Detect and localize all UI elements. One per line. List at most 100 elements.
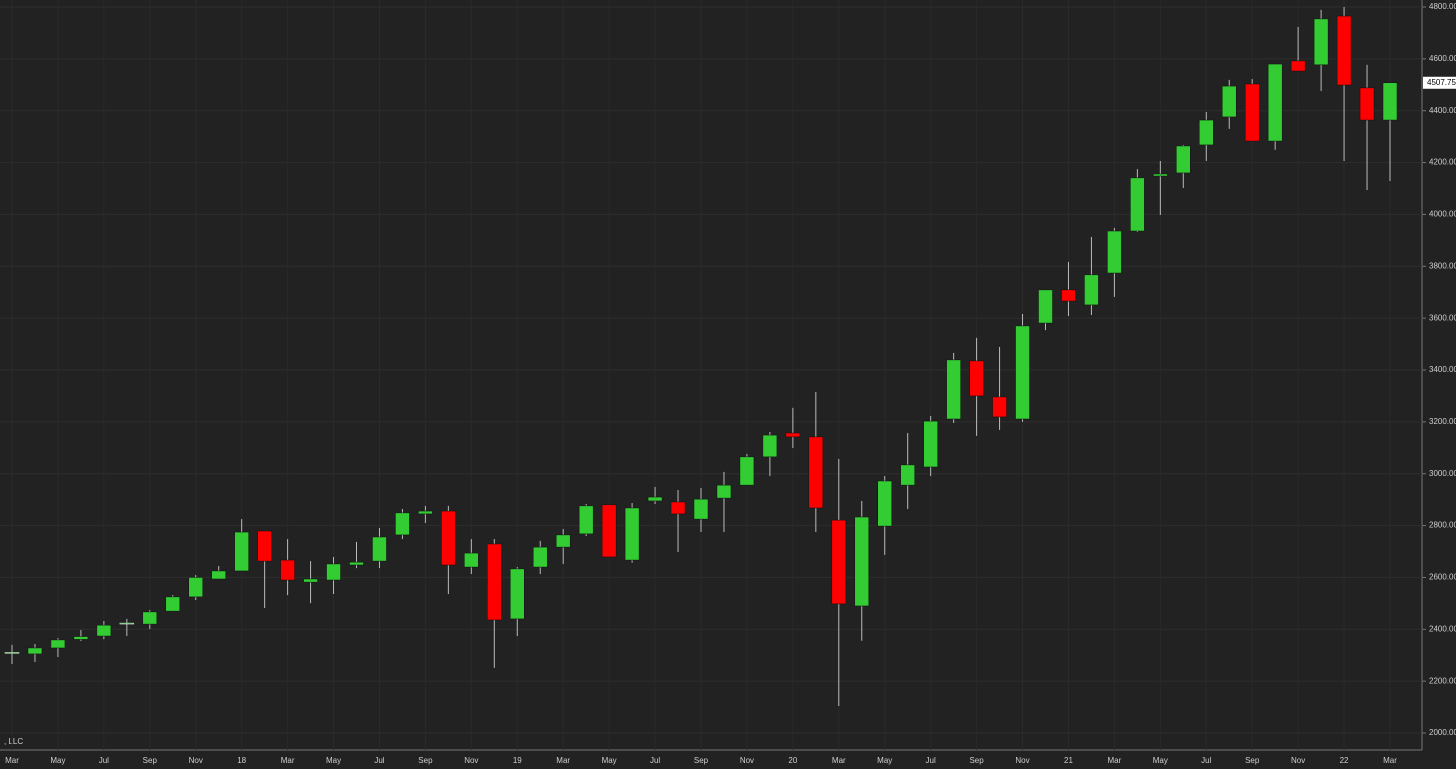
x-tick-label: Jul [650,756,660,765]
x-tick-label: May [1153,756,1168,765]
x-tick-label: Mar [281,756,295,765]
last-price-box [1423,76,1456,89]
candle-body [257,530,272,562]
x-tick-label: May [877,756,892,765]
candle-body [1199,119,1214,146]
x-tick-label: May [326,756,341,765]
y-tick-label: 2400.00 [1429,624,1456,633]
x-tick-label: Nov [740,756,754,765]
x-tick-label: Mar [832,756,846,765]
x-tick-label: Sep [1245,756,1260,765]
candle-body [441,510,456,566]
x-tick-label: Nov [464,756,478,765]
x-tick-label: Mar [556,756,570,765]
y-tick-label: 3200.00 [1429,417,1456,426]
candle-body [1130,177,1145,232]
candle-body [395,512,410,536]
candle-body [1359,87,1375,121]
candle-body [946,359,961,420]
candle-body [1153,173,1168,177]
y-tick-label: 4400.00 [1429,106,1456,115]
candle-body [487,543,502,621]
candle-body [969,360,984,397]
candle-body [578,505,594,535]
x-tick-label: Mar [1383,756,1397,765]
y-tick-label: 4000.00 [1429,210,1456,219]
x-tick-label: 22 [1340,756,1349,765]
y-tick-label: 4800.00 [1429,2,1456,11]
candle-body [1061,289,1076,302]
candle-body [1176,145,1191,174]
y-tick-label: 4600.00 [1429,54,1456,63]
candle-body [464,552,479,568]
candle-body [1107,230,1122,274]
x-tick-label: Jul [374,756,384,765]
x-tick-label: 19 [513,756,522,765]
candle-body [1221,85,1237,118]
candle-body [165,596,181,612]
candle-body [854,516,870,607]
candle-body [992,396,1007,418]
x-tick-label: 20 [788,756,797,765]
y-tick-label: 2800.00 [1429,521,1456,530]
candle-body [188,577,203,598]
x-tick-label: Mar [1108,756,1122,765]
candle-body [716,484,732,499]
x-tick-label: Jul [1201,756,1211,765]
x-tick-label: Sep [969,756,984,765]
candle-body [785,432,801,438]
x-tick-label: Mar [5,756,19,765]
candle-body [808,436,824,509]
candle-body [73,636,89,640]
y-tick-label: 2600.00 [1429,573,1456,582]
x-tick-label: Sep [694,756,709,765]
candle-body [624,507,640,561]
candle-body [877,480,892,527]
x-tick-label: Jul [926,756,936,765]
candle-body [372,536,387,562]
candle-body [119,622,135,625]
watermark: , LLC [4,737,23,746]
candle-body [96,624,112,637]
candle-body [349,561,364,566]
x-tick-label: Nov [1015,756,1029,765]
x-tick-label: May [602,756,617,765]
candle-body [923,420,938,468]
x-tick-label: Nov [1291,756,1305,765]
candle-body [1244,83,1260,142]
candle-body [50,639,66,649]
x-tick-label: 18 [237,756,246,765]
y-tick-label: 3800.00 [1429,261,1456,270]
candle-body [1313,18,1329,66]
y-tick-label: 2000.00 [1429,728,1456,737]
y-tick-label: 3000.00 [1429,469,1456,478]
candle-body [1084,274,1099,306]
candle-body [739,456,755,486]
x-tick-label: Nov [189,756,203,765]
y-tick-label: 3600.00 [1429,313,1456,322]
candle-body [1382,82,1398,121]
candle-body [831,519,847,605]
candle-body [647,496,663,502]
candle-body [1015,325,1030,420]
candle-body [142,611,158,625]
candle-body [1038,289,1053,324]
candle-body [762,434,778,458]
y-tick-label: 2200.00 [1429,676,1456,685]
candle-body [326,563,341,581]
x-tick-label: Jul [99,756,109,765]
candle-body [234,531,249,572]
y-tick-label: 4200.00 [1429,158,1456,167]
candle-body [27,647,43,655]
x-tick-label: Sep [418,756,433,765]
x-tick-label: Sep [143,756,158,765]
y-tick-label: 3400.00 [1429,365,1456,374]
candle-body [670,501,686,515]
x-tick-label: 21 [1064,756,1073,765]
candle-body [1267,63,1283,142]
candle-body [601,504,617,558]
candle-body [303,578,318,583]
candle-body [1290,60,1306,72]
